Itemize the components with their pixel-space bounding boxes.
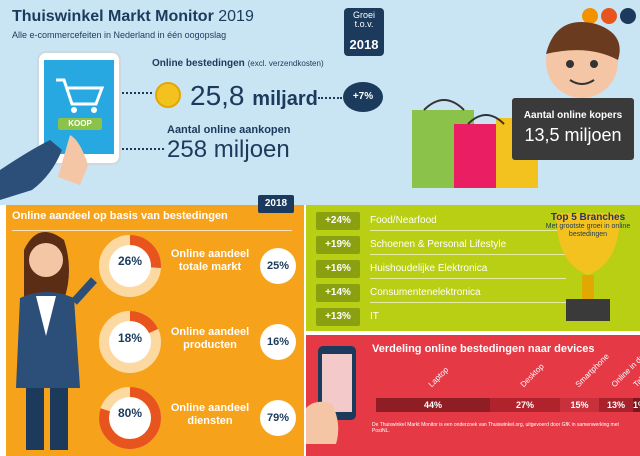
- aandeel-title: Online aandeel op basis van bestedingen: [12, 210, 228, 222]
- devices-title: Verdeling online bestedingen naar device…: [372, 343, 595, 355]
- growth-year: 2018: [349, 37, 379, 52]
- donut-products-value: 18%: [117, 331, 143, 345]
- branch-pct: +13%: [316, 308, 360, 326]
- prev-total-value: 25%: [260, 248, 296, 284]
- device-bar-segment: 44%: [376, 398, 490, 412]
- branch-pct: +14%: [316, 284, 360, 302]
- growth-label: Groei t.o.v.: [352, 10, 375, 29]
- branch-label: Huishoudelijke Elektronica: [370, 263, 488, 274]
- prev-services-value: 79%: [260, 400, 296, 436]
- aankopen-label: Aantal online aankopen: [167, 124, 291, 136]
- kopers-label: Aantal online kopers: [523, 110, 623, 121]
- branch-label: Food/Nearfood: [370, 215, 437, 226]
- donut-services-value: 80%: [117, 406, 143, 420]
- divider: [12, 230, 292, 231]
- device-bar-segment: 27%: [490, 398, 560, 412]
- devices-footnote: De Thuiswinkel Markt Monitor is een onde…: [372, 422, 619, 434]
- top5-title: Top 5 Branches: [550, 212, 626, 223]
- connector-line: [318, 97, 342, 99]
- donut-total-label: Online aandeel totale markt: [170, 248, 250, 273]
- device-bar-segment: 13%: [599, 398, 633, 412]
- face-icon: [29, 243, 63, 277]
- euro-coin-icon: [155, 82, 181, 108]
- devices-panel: [306, 335, 640, 456]
- kopers-value: 13,5 miljoen: [524, 125, 622, 145]
- connector-line: [122, 148, 164, 150]
- page-subtitle: Alle e-commercefeiten in Nederland in éé…: [12, 30, 227, 40]
- prev-products-value: 16%: [260, 324, 296, 360]
- donut-arc: [99, 311, 161, 373]
- branch-label: Consumentenelektronica: [370, 287, 481, 298]
- kopers-box: Aantal online kopers 13,5 miljoen: [512, 98, 634, 160]
- bestedingen-label: Online bestedingen (excl. verzendkosten): [152, 58, 324, 69]
- gfk-logo: [601, 8, 617, 24]
- title-text: Thuiswinkel Markt Monitor: [12, 8, 214, 25]
- smartphone-hand-illustration: [306, 346, 356, 444]
- page-title: Thuiswinkel Markt Monitor 2019: [12, 8, 254, 26]
- connector-line: [122, 92, 152, 94]
- aandeel-year-badge: 2018: [258, 195, 294, 213]
- donut-total-value: 26%: [117, 254, 143, 268]
- top5-block: Top 5 Branches Met grootste groei in onl…: [540, 212, 636, 239]
- device-bar-segment: 15%: [560, 398, 599, 412]
- donut-services-label: Online aandeel diensten: [170, 402, 250, 427]
- donut-arc: [99, 235, 161, 297]
- growth-badge: Groei t.o.v. 2018: [344, 8, 384, 56]
- branch-pct: +19%: [316, 236, 360, 254]
- shopping-cart-icon: [56, 78, 105, 106]
- bestedingen-value: 25,8 miljard: [190, 80, 318, 111]
- device-bar-segment: 1%: [633, 398, 640, 412]
- trophy-icon: [556, 213, 620, 321]
- thuiswinkel-logo: [620, 8, 636, 24]
- top5-subtitle: Met grootste groei in online bestedingen: [545, 223, 631, 238]
- postnl-logo: [582, 8, 598, 24]
- tablet-hand-illustration: [0, 51, 121, 200]
- donut-products-label: Online aandeel producten: [170, 326, 250, 351]
- woman-illustration: [16, 232, 97, 450]
- growth-pct: +7%: [343, 82, 383, 112]
- shopper-illustration: [412, 22, 620, 188]
- branch-label: Schoenen & Personal Lifestyle: [370, 239, 507, 250]
- branch-pct: +24%: [316, 212, 360, 230]
- aankopen-value: 258 miljoen: [167, 136, 290, 163]
- donut-arc: [99, 387, 161, 449]
- branch-label: IT: [370, 311, 379, 322]
- branch-pct: +16%: [316, 260, 360, 278]
- title-year: 2019: [218, 8, 254, 25]
- koop-button[interactable]: KOOP: [68, 119, 92, 128]
- donut-charts: [99, 235, 161, 449]
